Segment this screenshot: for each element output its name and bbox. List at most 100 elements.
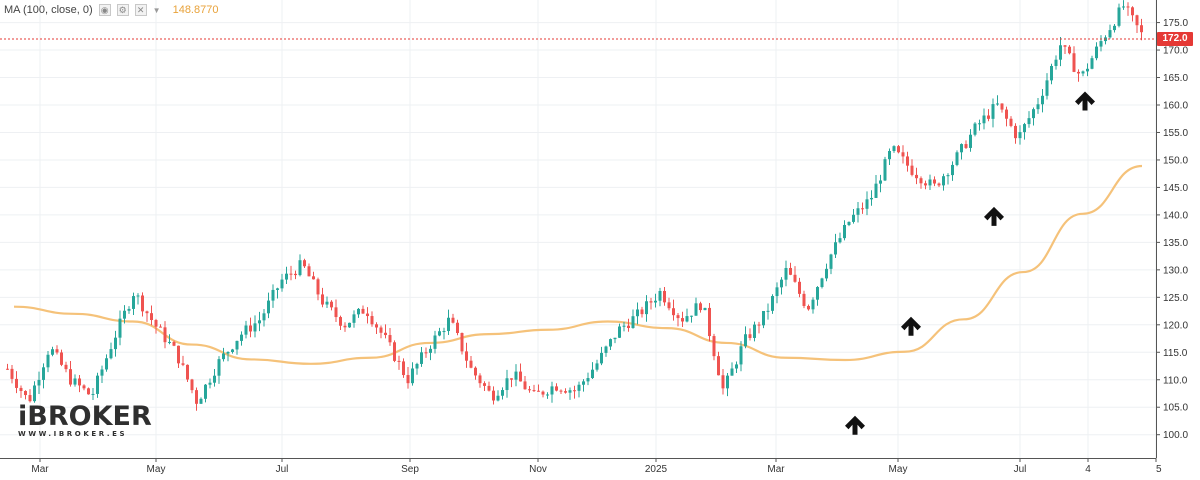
time-axis[interactable] bbox=[0, 458, 1156, 480]
candle-up bbox=[271, 289, 275, 301]
candle-down bbox=[307, 266, 311, 277]
close-icon[interactable]: ✕ bbox=[134, 4, 147, 16]
candle-up bbox=[1045, 80, 1049, 96]
chevron-down-icon[interactable]: ▼ bbox=[152, 5, 161, 15]
candle-up bbox=[235, 340, 239, 350]
candle-up bbox=[726, 375, 729, 389]
candle-up bbox=[883, 159, 887, 181]
candle-down bbox=[793, 274, 797, 282]
up-arrow-icon bbox=[1075, 91, 1095, 111]
candle-down bbox=[1135, 15, 1139, 26]
candle-down bbox=[60, 352, 63, 365]
candle-down bbox=[541, 391, 545, 395]
candle-down bbox=[78, 378, 81, 386]
candle-down bbox=[487, 385, 491, 391]
candle-up bbox=[694, 303, 698, 316]
candle-down bbox=[379, 327, 383, 333]
y-tick-label: 145.0 bbox=[1163, 183, 1188, 194]
candle-up bbox=[96, 375, 99, 394]
x-tick-label: 4 bbox=[1085, 464, 1091, 475]
arrows bbox=[845, 91, 1095, 435]
candle-up bbox=[613, 337, 617, 340]
candle-down bbox=[64, 364, 68, 370]
candle-up bbox=[847, 221, 851, 225]
candle-down bbox=[1068, 46, 1071, 54]
x-tick-label: Nov bbox=[529, 464, 547, 475]
candle-up bbox=[1032, 109, 1035, 119]
candle-down bbox=[177, 345, 180, 364]
candle-down bbox=[393, 342, 396, 361]
candle-down bbox=[987, 115, 990, 119]
candle-up bbox=[433, 335, 437, 349]
candle-down bbox=[190, 379, 194, 391]
up-arrow-icon bbox=[845, 415, 865, 435]
candle-down bbox=[303, 260, 306, 267]
candle-up bbox=[244, 325, 248, 335]
candle-up bbox=[582, 381, 585, 385]
candle-down bbox=[559, 390, 563, 392]
candle-down bbox=[721, 375, 725, 389]
candle-up bbox=[168, 341, 171, 343]
candle-up bbox=[1095, 46, 1098, 59]
candle-up bbox=[816, 287, 819, 300]
y-tick-label: 135.0 bbox=[1163, 238, 1188, 249]
gear-icon[interactable]: ⚙ bbox=[116, 4, 129, 16]
candle-down bbox=[528, 389, 531, 391]
candle-up bbox=[811, 299, 815, 310]
candle-up bbox=[856, 208, 860, 215]
candle-up bbox=[604, 346, 608, 353]
x-tick-label: Sep bbox=[401, 464, 419, 475]
candle-up bbox=[258, 320, 261, 324]
candle-up bbox=[618, 326, 621, 338]
candle-up bbox=[735, 364, 738, 369]
eye-icon[interactable]: ◉ bbox=[98, 4, 111, 16]
candle-up bbox=[438, 331, 441, 336]
price-axis[interactable] bbox=[1156, 0, 1200, 480]
candle-down bbox=[519, 371, 522, 382]
candle-down bbox=[424, 352, 428, 354]
candle-down bbox=[523, 381, 527, 390]
candle-down bbox=[316, 279, 320, 295]
grid bbox=[0, 0, 1157, 458]
candle-down bbox=[469, 360, 473, 368]
candle-down bbox=[1000, 103, 1004, 110]
candle-up bbox=[1027, 118, 1031, 125]
candle-up bbox=[1050, 65, 1053, 81]
y-tick-label: 175.0 bbox=[1163, 18, 1188, 29]
candle-up bbox=[1054, 59, 1058, 66]
logo-name: iBROKER bbox=[18, 401, 152, 432]
candle-up bbox=[825, 268, 828, 279]
candle-down bbox=[163, 327, 167, 343]
candle-down bbox=[919, 178, 923, 184]
y-tick-label: 160.0 bbox=[1163, 101, 1188, 112]
candle-down bbox=[667, 302, 671, 309]
candle-up bbox=[136, 295, 140, 297]
candle-up bbox=[973, 123, 977, 135]
candle-down bbox=[672, 308, 675, 316]
candle-up bbox=[744, 334, 747, 347]
candle-down bbox=[897, 146, 900, 153]
candle-up bbox=[280, 279, 284, 289]
candle-up bbox=[447, 317, 450, 332]
candle-up bbox=[654, 300, 657, 303]
candle-down bbox=[555, 386, 558, 391]
candle-up bbox=[771, 296, 774, 311]
candle-up bbox=[348, 322, 351, 328]
candle-up bbox=[231, 349, 234, 352]
candle-up bbox=[1023, 124, 1026, 133]
candle-up bbox=[199, 398, 203, 404]
candle-down bbox=[1072, 53, 1076, 72]
candle-up bbox=[42, 367, 45, 380]
candle-up bbox=[762, 310, 765, 326]
x-tick-label: May bbox=[147, 464, 166, 475]
candle-down bbox=[798, 281, 801, 294]
candle-up bbox=[982, 115, 986, 124]
candle-down bbox=[681, 318, 684, 322]
candle-down bbox=[6, 368, 9, 370]
candle-up bbox=[820, 278, 824, 288]
ma-indicator-label[interactable]: MA (100, close, 0) bbox=[4, 4, 93, 16]
candle-down bbox=[478, 375, 482, 384]
candle-down bbox=[924, 183, 927, 186]
